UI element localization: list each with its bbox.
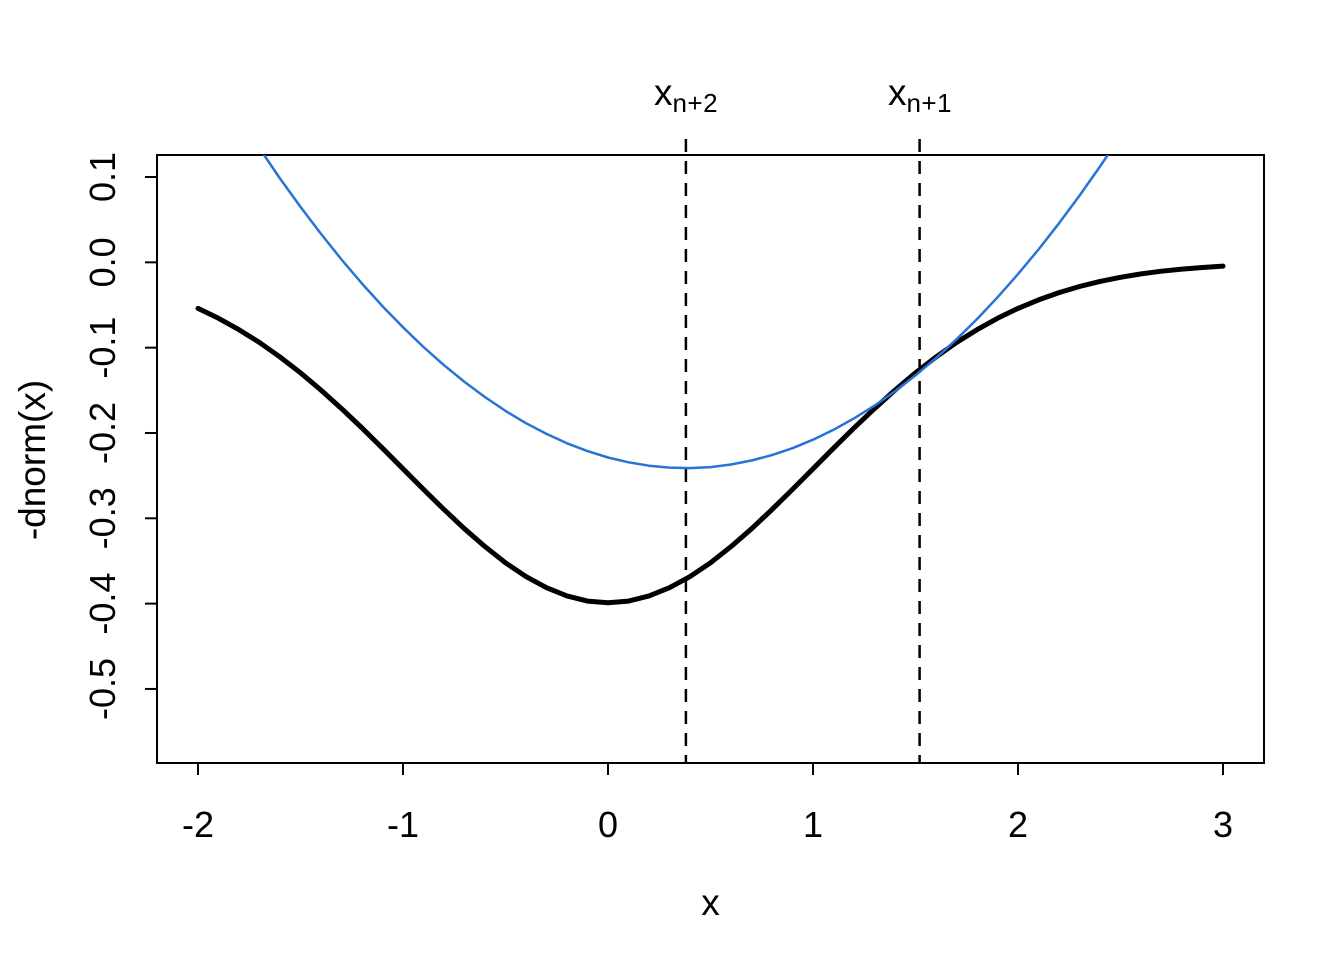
y-axis-tick-label: -0.2 [82,402,123,464]
vline-label-main: x [887,72,907,113]
x-axis-tick-label: -1 [387,804,419,845]
y-axis-tick-label: -0.3 [82,487,123,549]
objective-curve [195,263,1226,606]
y-axis-tick-label: -0.5 [82,658,123,720]
vline-label-x-n-plus-1: xn+1 [887,72,952,118]
y-axis-tick-label: 0.1 [82,152,123,202]
y-axis-tick-label: -0.4 [82,573,123,635]
x-axis-title: x [701,882,720,923]
y-axis-tick-label: 0.0 [82,237,123,287]
x-axis-tick-label: 3 [1213,804,1233,845]
x-axis-tick-label: 2 [1008,804,1028,845]
x-axis-tick-label: 0 [598,804,618,845]
y-axis-tick-label: -0.1 [82,317,123,379]
y-axis-title: -dnorm(x) [12,379,53,541]
vline-label-subscript: n+2 [672,88,719,118]
vline-label-subscript: n+1 [906,88,953,118]
plot-border [156,154,1265,764]
x-axis-tick-label: 1 [803,804,823,845]
vline-label-main: x [653,72,673,113]
vline-label-x-n-plus-2: xn+2 [653,72,718,118]
x-axis-tick-label: -2 [182,804,214,845]
quadratic-approximation-curve [262,155,1110,470]
